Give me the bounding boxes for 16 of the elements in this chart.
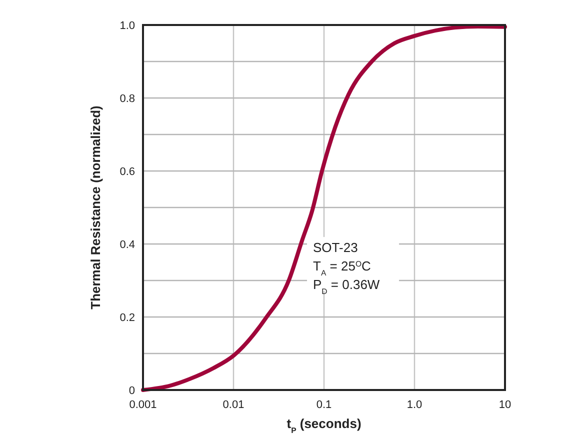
y-tick-label: 0	[128, 385, 135, 397]
annotation: P$_{D}$ = 0.36W	[313, 277, 380, 296]
x-tick-label: 0.01	[222, 399, 244, 411]
y-tick-label: 0.2	[120, 312, 135, 324]
y-tick-label: 0.8	[120, 93, 135, 105]
x-tick-label: 1.0	[406, 399, 422, 411]
x-axis-title: t$_{P}$ (seconds)	[286, 416, 362, 434]
y-axis-title: Thermal Resistance (normalized)	[88, 106, 103, 310]
y-tick-label: 1.0	[120, 20, 135, 32]
annotation: SOT-23	[313, 240, 358, 255]
y-tick-label: 0.4	[120, 239, 135, 251]
x-tick-label: 0.1	[316, 399, 332, 411]
x-tick-label: 10	[498, 399, 512, 411]
x-tick-label: 0.001	[129, 399, 157, 411]
y-tick-label: 0.6	[120, 166, 135, 178]
annotation: T$_{A}$ = 25$^{O}$C	[313, 258, 371, 277]
